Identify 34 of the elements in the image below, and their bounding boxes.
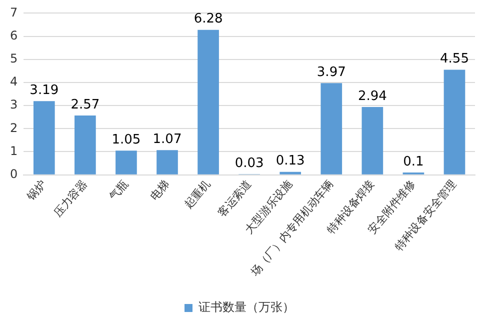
y-tick-label: 5	[10, 52, 18, 66]
bar	[198, 30, 219, 174]
legend-label: 证书数量（万张）	[198, 300, 294, 314]
data-label: 2.94	[358, 88, 387, 104]
y-tick-label: 3	[10, 98, 18, 112]
x-tick-label: 锅炉	[24, 177, 49, 204]
y-tick-label: 2	[10, 120, 18, 135]
data-label: 0.1	[403, 154, 424, 170]
y-tick-label: 0	[10, 166, 18, 181]
data-label: 4.55	[440, 52, 469, 67]
data-label: 0.13	[276, 154, 305, 169]
data-label: 3.19	[30, 83, 59, 98]
data-label: 1.05	[112, 132, 141, 148]
y-tick-label: 1	[10, 144, 18, 158]
bar	[280, 172, 302, 174]
y-tick-label: 4	[10, 74, 18, 89]
bar	[74, 115, 96, 174]
y-tick-label: 7	[10, 5, 18, 20]
y-tick-label: 6	[10, 28, 18, 42]
bar	[156, 150, 178, 174]
bar	[33, 101, 55, 174]
x-tick-label: 起重机	[182, 177, 213, 212]
data-label: 6.28	[194, 12, 223, 27]
data-label: 0.03	[234, 156, 264, 172]
bar	[116, 150, 137, 174]
data-label: 1.07	[152, 132, 182, 147]
data-label: 3.97	[316, 65, 346, 80]
x-tick-label: 压力容器	[51, 177, 90, 220]
data-label: 2.57	[70, 97, 100, 112]
x-tick-label: 气瓶	[106, 177, 131, 203]
bar	[320, 83, 342, 174]
bar	[444, 70, 466, 174]
x-tick-label: 电梯	[148, 177, 172, 203]
bar	[362, 106, 384, 174]
